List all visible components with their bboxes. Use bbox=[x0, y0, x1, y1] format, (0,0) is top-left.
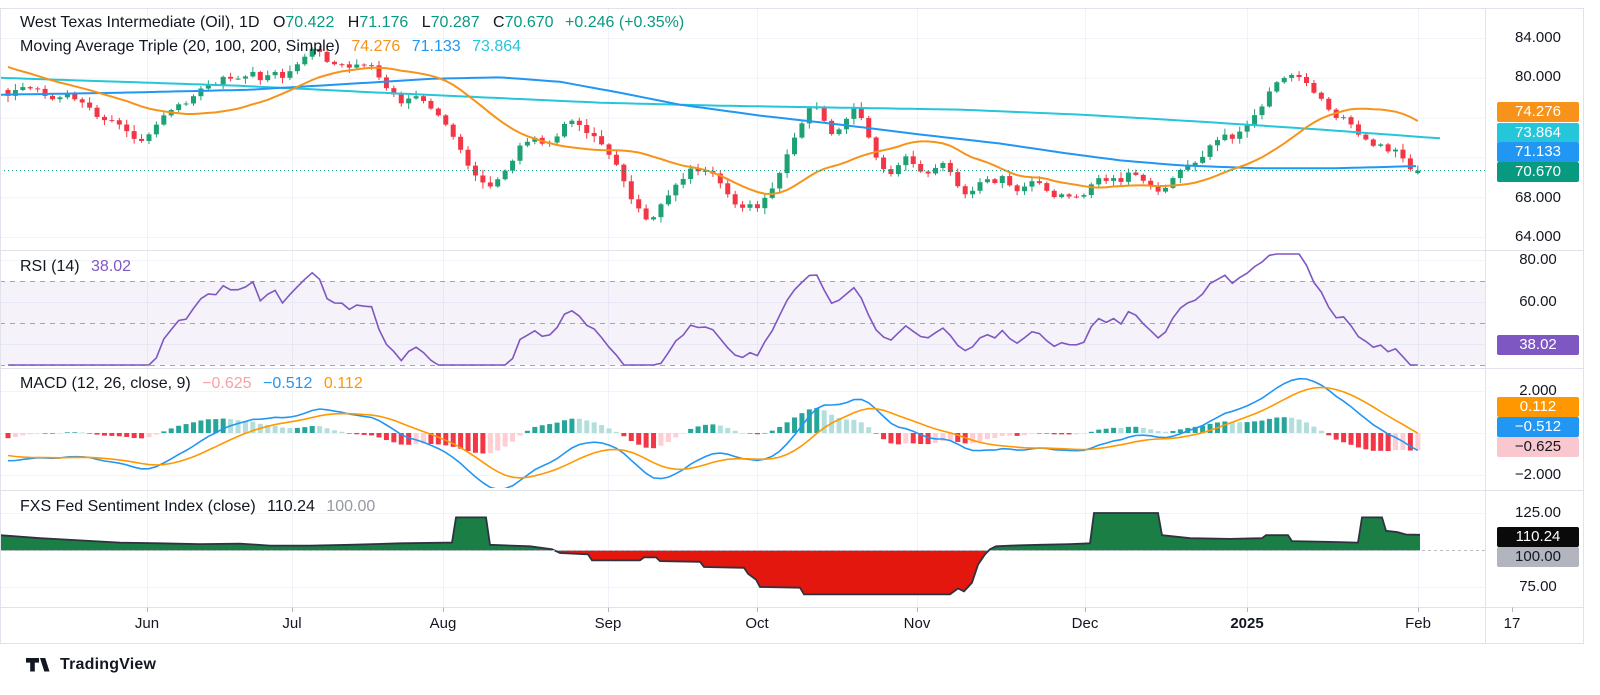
time-label-Jul: Jul bbox=[282, 615, 302, 632]
time-label-Dec: Dec bbox=[1071, 615, 1099, 632]
time-label-Aug: Aug bbox=[429, 615, 457, 632]
time-label-Oct: Oct bbox=[745, 615, 769, 632]
time-label-17: 17 bbox=[1503, 615, 1521, 632]
fxs-baseline-value: 100.00 bbox=[326, 498, 376, 515]
price-axis-tick: 80.000 bbox=[1515, 68, 1561, 85]
ma20-price-badge: 74.276 bbox=[1497, 102, 1579, 122]
macd-group bbox=[5, 377, 1421, 488]
ohlc-close-label: C bbox=[493, 14, 505, 31]
ohlc-close-value: 70.670 bbox=[504, 14, 554, 31]
rsi-axis-tick: 80.00 bbox=[1519, 251, 1557, 268]
macd-line-value: −0.512 bbox=[263, 375, 313, 392]
ma100-line bbox=[0, 76, 1417, 170]
fxs-area-positive bbox=[0, 513, 1420, 551]
macd-hist-badge: −0.625 bbox=[1497, 437, 1579, 457]
ma200-line bbox=[0, 76, 1441, 140]
rsi-legend-title: RSI (14) bbox=[20, 258, 80, 275]
ma-legend[interactable]: Moving Average Triple (20, 100, 200, Sim… bbox=[20, 38, 521, 56]
time-label-Nov: Nov bbox=[903, 615, 931, 632]
ohlc-low-value: 70.287 bbox=[430, 14, 480, 31]
fxs-baseline-badge: 100.00 bbox=[1497, 547, 1579, 567]
time-label-Jun: Jun bbox=[134, 615, 160, 632]
symbol-title: West Texas Intermediate (Oil), 1D bbox=[20, 14, 260, 31]
macd-axis-tick: 2.000 bbox=[1519, 382, 1557, 399]
ma100-price-badge: 71.133 bbox=[1497, 142, 1579, 162]
tradingview-logo[interactable]: TradingView bbox=[26, 656, 156, 674]
ma200-price-badge: 73.864 bbox=[1497, 123, 1579, 143]
ohlc-low-label: L bbox=[421, 14, 431, 31]
fxs-axis-tick: 125.00 bbox=[1515, 504, 1561, 521]
macd-line bbox=[7, 377, 1419, 488]
macd-signal-value: 0.112 bbox=[323, 375, 363, 392]
change-value: +0.246 (+0.35%) bbox=[565, 14, 685, 31]
rsi-group bbox=[8, 253, 1418, 366]
ma100-value: 71.133 bbox=[411, 38, 461, 55]
macd-hist-value: −0.625 bbox=[202, 375, 252, 392]
macd-signal-badge: 0.112 bbox=[1497, 397, 1579, 417]
rsi-axis-tick: 60.00 bbox=[1519, 293, 1557, 310]
ohlc-open-value: 70.422 bbox=[285, 14, 335, 31]
macd-axis-tick: −2.000 bbox=[1514, 466, 1562, 483]
fxs-area-negative bbox=[0, 550, 1420, 595]
rsi-value: 38.02 bbox=[91, 258, 132, 275]
last-price-badge: 70.670 bbox=[1497, 162, 1579, 182]
ma200-value: 73.864 bbox=[472, 38, 522, 55]
fxs-legend[interactable]: FXS Fed Sentiment Index (close) 110.24 1… bbox=[20, 498, 375, 516]
price-axis-tick: 68.000 bbox=[1515, 189, 1561, 206]
ohlc-open-label: O bbox=[272, 14, 286, 31]
time-label-2025: 2025 bbox=[1230, 615, 1264, 632]
fxs-value-badge: 110.24 bbox=[1497, 527, 1579, 547]
macd-signal-line bbox=[7, 386, 1419, 479]
symbol-legend[interactable]: West Texas Intermediate (Oil), 1D O70.42… bbox=[20, 14, 684, 32]
tradingview-logo-text: TradingView bbox=[60, 656, 157, 673]
fxs-value: 110.24 bbox=[267, 498, 315, 515]
candles-group bbox=[0, 45, 1485, 223]
ohlc-high-label: H bbox=[347, 14, 360, 31]
macd-legend-title: MACD (12, 26, close, 9) bbox=[20, 375, 191, 392]
ma20-line bbox=[7, 65, 1419, 196]
rsi-value-badge: 38.02 bbox=[1497, 335, 1579, 355]
fxs-axis-tick: 75.00 bbox=[1519, 578, 1557, 595]
time-label-Feb: Feb bbox=[1405, 615, 1431, 632]
tradingview-logo-icon bbox=[26, 657, 50, 671]
rsi-line bbox=[8, 253, 1418, 366]
fxs-line bbox=[0, 512, 1421, 596]
ma-legend-title: Moving Average Triple (20, 100, 200, Sim… bbox=[20, 38, 340, 55]
ohlc-high-value: 71.176 bbox=[359, 14, 409, 31]
fxs-legend-title: FXS Fed Sentiment Index (close) bbox=[20, 498, 256, 515]
macd-legend[interactable]: MACD (12, 26, close, 9) −0.625 −0.512 0.… bbox=[20, 375, 363, 393]
time-label-Sep: Sep bbox=[594, 615, 622, 632]
price-axis-tick: 64.000 bbox=[1515, 228, 1561, 245]
macd-line-badge: −0.512 bbox=[1497, 417, 1579, 437]
ma20-value: 74.276 bbox=[351, 38, 401, 55]
rsi-legend[interactable]: RSI (14) 38.02 bbox=[20, 258, 131, 276]
price-axis-tick: 84.000 bbox=[1515, 29, 1561, 46]
